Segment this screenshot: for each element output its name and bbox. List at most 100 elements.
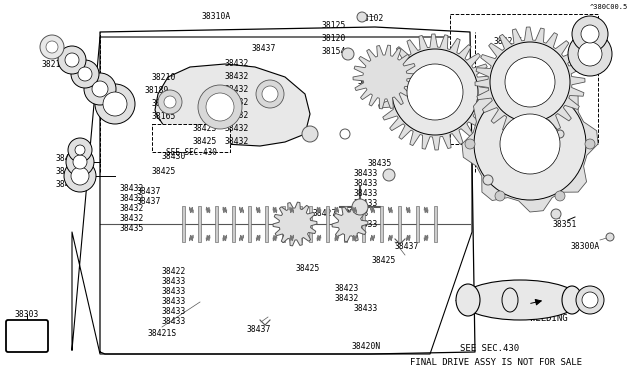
Circle shape: [66, 148, 94, 176]
Circle shape: [46, 41, 58, 53]
Bar: [298, 206, 301, 242]
Circle shape: [576, 286, 604, 314]
Text: 38440: 38440: [56, 154, 81, 163]
Text: 38425: 38425: [372, 256, 396, 265]
Bar: [380, 206, 383, 242]
Bar: [326, 206, 330, 242]
Circle shape: [392, 49, 478, 135]
Text: 38351: 38351: [553, 220, 577, 229]
Circle shape: [68, 138, 92, 162]
Text: 38435: 38435: [120, 224, 145, 233]
Circle shape: [551, 209, 561, 219]
Circle shape: [71, 60, 99, 88]
Text: 38165: 38165: [152, 112, 177, 121]
Text: 38433: 38433: [162, 307, 186, 316]
Text: 38433: 38433: [162, 287, 186, 296]
Ellipse shape: [460, 280, 580, 320]
Text: 38422A: 38422A: [508, 50, 537, 59]
Text: 38421S: 38421S: [148, 329, 177, 338]
Text: 38437: 38437: [247, 325, 271, 334]
Text: 38435: 38435: [368, 159, 392, 168]
Circle shape: [64, 160, 96, 192]
Bar: [215, 206, 218, 242]
Circle shape: [556, 130, 564, 138]
Circle shape: [198, 85, 242, 129]
Circle shape: [302, 126, 318, 142]
Circle shape: [73, 155, 87, 169]
Text: FINAL DRIVE ASSY IS NOT FOR SALE: FINAL DRIVE ASSY IS NOT FOR SALE: [410, 358, 582, 367]
Circle shape: [502, 116, 558, 172]
Circle shape: [158, 90, 182, 114]
Ellipse shape: [502, 288, 518, 312]
Text: 38432: 38432: [120, 214, 145, 223]
Text: 38210A: 38210A: [42, 60, 71, 69]
Circle shape: [65, 53, 79, 67]
Bar: [248, 206, 252, 242]
Circle shape: [508, 60, 552, 104]
Circle shape: [164, 96, 176, 108]
Ellipse shape: [562, 286, 582, 314]
Circle shape: [206, 93, 234, 121]
Text: 38432: 38432: [225, 111, 250, 120]
Circle shape: [352, 199, 368, 215]
Polygon shape: [155, 64, 310, 146]
Text: 38102: 38102: [360, 14, 385, 23]
Text: 38423: 38423: [335, 284, 360, 293]
Text: 38453: 38453: [56, 167, 81, 176]
Bar: [282, 206, 285, 242]
Text: 38453: 38453: [571, 44, 595, 53]
Circle shape: [40, 35, 64, 59]
Circle shape: [495, 191, 505, 201]
Text: 38300A: 38300A: [571, 242, 600, 251]
Circle shape: [585, 139, 595, 149]
Text: 38432: 38432: [225, 85, 250, 94]
Text: 38437: 38437: [137, 187, 161, 196]
Text: [0196-0297]: [0196-0297]: [494, 112, 548, 121]
Polygon shape: [377, 34, 493, 150]
Bar: [344, 206, 348, 242]
Circle shape: [58, 46, 86, 74]
Circle shape: [568, 32, 612, 76]
Text: 38210: 38210: [152, 73, 177, 82]
Bar: [182, 206, 184, 242]
Circle shape: [84, 73, 116, 105]
Bar: [198, 206, 201, 242]
Ellipse shape: [456, 284, 480, 316]
Text: 38422B: 38422B: [494, 124, 524, 133]
Text: 38437: 38437: [395, 242, 419, 251]
Circle shape: [578, 42, 602, 66]
Text: 39433: 39433: [354, 199, 378, 208]
Bar: [415, 206, 419, 242]
Text: 38437: 38437: [252, 44, 276, 53]
Circle shape: [495, 87, 505, 97]
Circle shape: [505, 57, 555, 107]
Text: SEE SEC.430: SEE SEC.430: [166, 148, 216, 157]
Bar: [362, 206, 365, 242]
Text: 38125: 38125: [322, 21, 346, 30]
Circle shape: [582, 292, 598, 308]
Text: 39433: 39433: [345, 209, 369, 218]
Text: 38425: 38425: [193, 137, 218, 146]
Circle shape: [474, 88, 586, 200]
Text: LSD: LSD: [16, 333, 38, 346]
Circle shape: [383, 169, 395, 181]
Bar: [152, 124, 230, 152]
Circle shape: [516, 130, 544, 158]
Circle shape: [572, 16, 608, 52]
Circle shape: [357, 12, 367, 22]
Text: 38420N: 38420N: [352, 342, 381, 351]
Circle shape: [555, 191, 565, 201]
Circle shape: [421, 78, 449, 106]
Bar: [265, 206, 268, 242]
Text: 00931-2121A: 00931-2121A: [490, 190, 541, 199]
Text: PLUG: PLUG: [502, 179, 520, 188]
Circle shape: [71, 167, 89, 185]
Polygon shape: [332, 206, 368, 242]
Text: 38421S: 38421S: [494, 37, 524, 46]
Circle shape: [340, 129, 350, 139]
Circle shape: [581, 25, 599, 43]
Text: 38320: 38320: [490, 154, 515, 163]
Circle shape: [407, 64, 463, 120]
Circle shape: [490, 42, 570, 122]
Text: 38430: 38430: [162, 152, 186, 161]
